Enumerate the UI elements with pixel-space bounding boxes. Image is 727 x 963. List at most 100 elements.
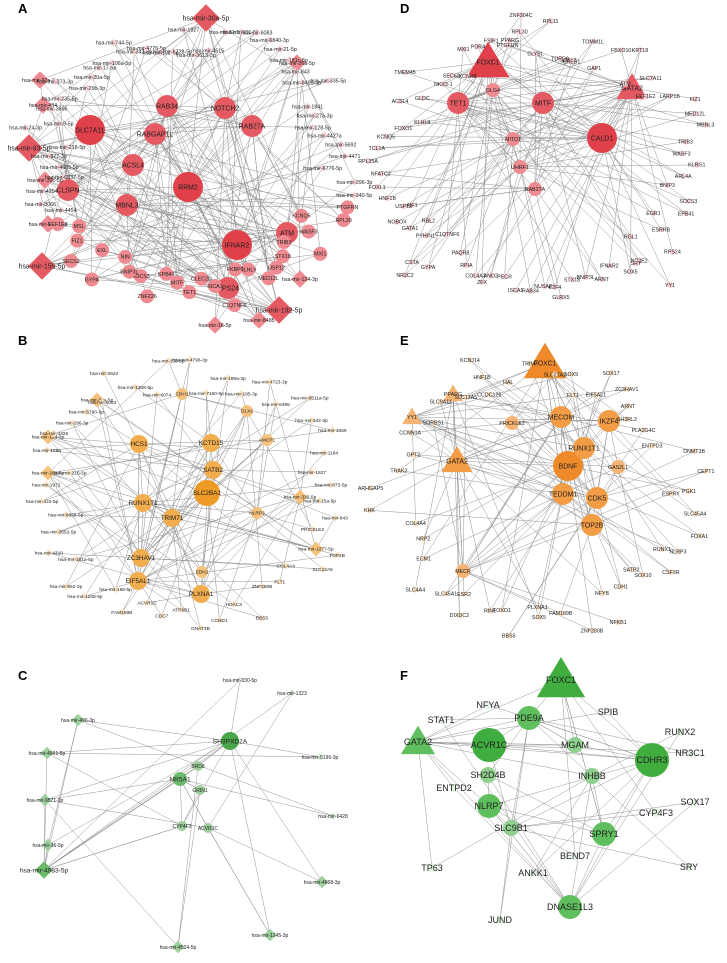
node-label: hsa-mir-4524-5p xyxy=(160,945,197,951)
node-label: SLC7A11 xyxy=(640,76,662,82)
edge xyxy=(396,87,633,223)
node-hsa-mir-744-5p: hsa-mir-744-5p xyxy=(96,38,132,47)
edge xyxy=(528,717,653,761)
node-label: hsa-mir-1841 xyxy=(292,104,323,110)
node-circle xyxy=(383,133,389,140)
node-ccnn1a: CCNN1A xyxy=(399,429,422,437)
node-hsa-mir-6428: hsa-mir-6428 xyxy=(318,812,348,820)
node-sorbs1: SORBS1 xyxy=(423,419,444,427)
node-label: GATA1 xyxy=(402,226,419,232)
node-diamond xyxy=(96,63,104,72)
node-hsa-mir-4471: hsa-mir-4471 xyxy=(329,152,360,160)
node-label: hsa-mir-30a-5p xyxy=(81,398,114,404)
node-znf280b: ZNF280B xyxy=(252,583,273,590)
edge xyxy=(519,68,595,168)
edge xyxy=(583,447,700,537)
node-label: FOXO1 xyxy=(394,126,412,132)
edge xyxy=(376,137,603,149)
node-sec62: SEC62 xyxy=(443,72,460,79)
edge xyxy=(28,147,288,234)
node-label: hsa-mir-30c-5p xyxy=(27,178,63,184)
edge xyxy=(511,374,555,424)
node-diamond xyxy=(307,416,316,425)
node-circle xyxy=(173,772,187,786)
node-label: DNASE1L3 xyxy=(547,902,593,912)
node-circle xyxy=(261,434,273,446)
node-label: CDC7 xyxy=(155,614,168,620)
node-label: SLC12A5 xyxy=(312,567,333,573)
node-diamond xyxy=(288,54,306,72)
node-circle xyxy=(159,266,174,281)
node-epb41: EPB41 xyxy=(158,266,175,281)
edge xyxy=(511,422,564,495)
node-rgl1: RGL1 xyxy=(624,233,638,241)
node-atp6b1: ATP6B1 xyxy=(173,606,190,613)
node-fam189b: FAM189B xyxy=(549,610,573,617)
edge xyxy=(229,679,241,742)
edge xyxy=(176,186,189,283)
node-label: RGL1 xyxy=(624,235,638,241)
node-diamond xyxy=(276,45,285,53)
node-flt1: FLT1 xyxy=(274,578,286,585)
node-hsa-mir-30c-5p: hsa-mir-30c-5p xyxy=(27,171,63,189)
node-label: FOXC1 xyxy=(534,360,557,367)
node-circle xyxy=(412,586,419,593)
node-hsa-mir-5790-3p: hsa-mir-5790-3p xyxy=(69,407,104,416)
edge xyxy=(121,492,208,613)
node-csta: CSTA xyxy=(405,259,419,266)
node-label: TRIB3 xyxy=(276,240,291,246)
edge xyxy=(47,472,139,582)
node-csf3r: CSF3R xyxy=(662,569,680,576)
node-label: hsa-mir-744-5p xyxy=(96,41,132,47)
edge xyxy=(510,759,653,829)
node-fam189b: FAM189B xyxy=(111,609,132,616)
node-hsa-mir-843: hsa-mir-843 xyxy=(322,514,348,522)
node-circle xyxy=(407,225,413,231)
edge xyxy=(447,102,544,235)
edge xyxy=(583,447,622,587)
node-gata2: GATA2 xyxy=(400,725,436,755)
edge xyxy=(179,778,271,936)
node-circle xyxy=(472,272,479,279)
node-label: ZNF280B xyxy=(252,584,273,590)
node-diamond xyxy=(38,793,52,807)
node-clec2d: CLEC2D xyxy=(191,271,212,286)
node-circle xyxy=(516,28,523,35)
node-hsa-mir-6083: hsa-mir-6083 xyxy=(241,28,272,36)
node-diamond xyxy=(36,171,54,189)
node-circle xyxy=(340,200,355,215)
edge xyxy=(411,416,585,449)
node-label: RUNX1T1 xyxy=(128,500,158,507)
node-circle xyxy=(527,287,534,294)
node-slc7a11: SLC7A11 xyxy=(75,115,105,145)
node-bnip3l: BNIP3L xyxy=(576,274,595,281)
node-label: SOX17 xyxy=(559,58,576,64)
node-label: TRIM7 xyxy=(522,361,538,367)
node-label: hsa-mir-340-5p xyxy=(336,193,372,199)
node-hnf1b: HNF1B xyxy=(379,195,396,202)
node-circle xyxy=(377,170,384,177)
edge xyxy=(411,102,544,263)
node-circle xyxy=(598,410,620,432)
edge xyxy=(488,805,571,908)
node-circle xyxy=(501,273,508,280)
edge xyxy=(183,29,253,127)
node-diamond xyxy=(171,940,185,954)
node-circle xyxy=(678,150,685,157)
node-label: MED12L xyxy=(258,276,279,282)
edge xyxy=(140,502,144,559)
node-gpt2: GPT2 xyxy=(406,451,420,459)
node-circle xyxy=(365,157,372,164)
node-label: CSF3R xyxy=(662,570,680,576)
node-acvr1c: ACVR1C xyxy=(471,728,508,762)
node-circle xyxy=(696,533,703,539)
edge xyxy=(469,359,585,449)
node-label: SOX17 xyxy=(602,371,619,377)
node-label: ACSL4 xyxy=(122,162,144,169)
edge xyxy=(601,137,671,286)
edge xyxy=(481,376,585,449)
edge xyxy=(129,55,197,272)
node-kctd15: KCTD15 xyxy=(199,434,224,452)
node-hsa-mir-16-5p: hsa-mir-16-5p xyxy=(199,316,232,334)
edge xyxy=(457,102,654,214)
